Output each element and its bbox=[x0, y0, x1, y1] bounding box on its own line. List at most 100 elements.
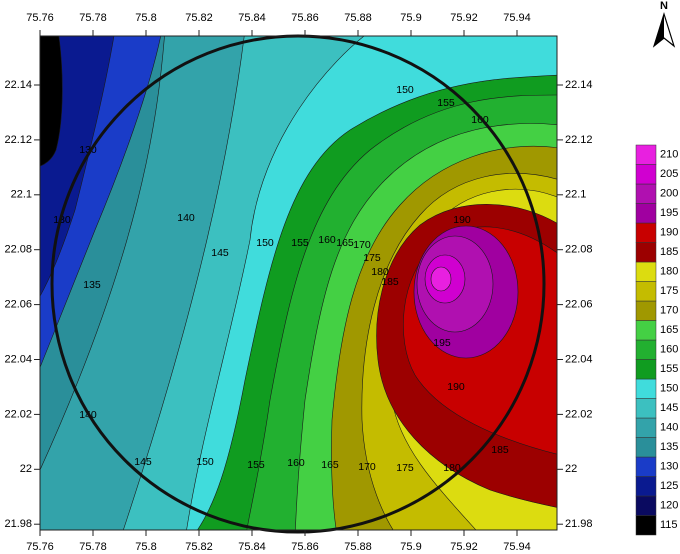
contour-label: 155 bbox=[247, 459, 265, 471]
x-tick-label: 75.78 bbox=[79, 12, 107, 24]
north-label: N bbox=[660, 0, 668, 12]
y-tick-label: 22.06 bbox=[565, 299, 593, 311]
legend-label: 205 bbox=[660, 168, 678, 180]
y-tick-label: 22.12 bbox=[565, 134, 593, 146]
legend-label: 125 bbox=[660, 480, 678, 492]
legend-swatch bbox=[635, 437, 657, 458]
north-arrow: N bbox=[652, 0, 676, 48]
y-tick-label: 22.02 bbox=[4, 408, 32, 420]
map-frame bbox=[39, 35, 558, 531]
y-tick-label: 22 bbox=[20, 463, 32, 475]
y-tick-label: 22.06 bbox=[4, 299, 32, 311]
contour-label: 160 bbox=[318, 234, 336, 246]
y-tick-label: 22.14 bbox=[4, 79, 32, 91]
y-tick-label: 22.1 bbox=[565, 189, 586, 201]
y-tick-label: 22.14 bbox=[565, 79, 593, 91]
legend-label: 160 bbox=[660, 344, 678, 356]
x-tick-label: 75.86 bbox=[291, 541, 319, 553]
legend-label: 195 bbox=[660, 207, 678, 219]
x-tick-label: 75.8 bbox=[135, 541, 156, 553]
y-tick-label: 22.02 bbox=[565, 408, 593, 420]
legend-label: 200 bbox=[660, 188, 678, 200]
contour-band bbox=[40, 36, 63, 167]
legend-label: 120 bbox=[660, 500, 678, 512]
x-tick-label: 75.94 bbox=[503, 12, 531, 24]
legend-swatch bbox=[635, 300, 657, 321]
contour-label: 180 bbox=[371, 266, 389, 278]
x-tick-label: 75.8 bbox=[135, 12, 156, 24]
legend-swatch bbox=[635, 378, 657, 399]
x-tick-label: 75.84 bbox=[238, 541, 266, 553]
contour-label: 190 bbox=[447, 381, 465, 393]
legend-label: 180 bbox=[660, 266, 678, 278]
legend-swatch bbox=[635, 456, 657, 477]
x-tick-label: 75.92 bbox=[450, 12, 478, 24]
legend-label: 145 bbox=[660, 402, 678, 414]
y-tick-label: 22.1 bbox=[11, 189, 32, 201]
legend-swatch bbox=[635, 320, 657, 341]
x-tick-label: 75.92 bbox=[450, 541, 478, 553]
contour-labels: 150 155 160 140 145 150 155 160 165 170 … bbox=[53, 84, 509, 474]
legend-label: 150 bbox=[660, 383, 678, 395]
x-tick-label: 75.94 bbox=[503, 541, 531, 553]
y-tick-label: 21.98 bbox=[4, 518, 32, 530]
north-arrow-half bbox=[654, 14, 664, 46]
x-tick-label: 75.9 bbox=[400, 12, 421, 24]
contour-label: 175 bbox=[396, 462, 414, 474]
contour-label: 170 bbox=[358, 461, 376, 473]
x-tick-label: 75.9 bbox=[400, 541, 421, 553]
contour-label: 165 bbox=[321, 459, 339, 471]
contour-label: 145 bbox=[134, 456, 152, 468]
legend-label: 155 bbox=[660, 363, 678, 375]
legend-label: 115 bbox=[660, 519, 678, 531]
contour-label: 140 bbox=[177, 212, 195, 224]
x-tick-label: 75.88 bbox=[344, 541, 372, 553]
contour-label: 150 bbox=[396, 84, 414, 96]
legend-swatch bbox=[635, 144, 657, 165]
legend-swatch bbox=[635, 281, 657, 302]
legend-swatch bbox=[635, 417, 657, 438]
legend-label: 135 bbox=[660, 441, 678, 453]
legend-swatch bbox=[635, 183, 657, 204]
x-tick-label: 75.82 bbox=[185, 541, 213, 553]
y-tick-label: 22 bbox=[565, 463, 577, 475]
x-tick-label: 75.82 bbox=[185, 12, 213, 24]
legend-swatch bbox=[635, 359, 657, 380]
y-tick-label: 22.08 bbox=[4, 244, 32, 256]
contour-fill bbox=[40, 36, 557, 530]
x-tick-label: 75.88 bbox=[344, 12, 372, 24]
contour-band bbox=[430, 266, 452, 292]
legend-label: 170 bbox=[660, 305, 678, 317]
contour-label: 150 bbox=[256, 237, 274, 249]
y-tick-label: 21.98 bbox=[565, 518, 593, 530]
contour-label: 195 bbox=[433, 337, 451, 349]
contour-label: 155 bbox=[437, 97, 455, 109]
legend-swatch bbox=[635, 203, 657, 224]
x-tick-label: 75.76 bbox=[26, 541, 54, 553]
x-tick-label: 75.86 bbox=[291, 12, 319, 24]
legend-label: 140 bbox=[660, 422, 678, 434]
contour-label: 130 bbox=[53, 214, 71, 226]
legend-swatch bbox=[635, 222, 657, 243]
contour-label: 175 bbox=[363, 252, 381, 264]
contour-label: 155 bbox=[291, 237, 309, 249]
legend-swatch bbox=[635, 495, 657, 516]
y-tick-label: 22.04 bbox=[565, 353, 593, 365]
legend-label: 130 bbox=[660, 461, 678, 473]
legend-label: 175 bbox=[660, 285, 678, 297]
legend-label: 190 bbox=[660, 227, 678, 239]
legend-label: 210 bbox=[660, 149, 678, 161]
y-tick-label: 22.12 bbox=[4, 134, 32, 146]
x-tick-label: 75.78 bbox=[79, 541, 107, 553]
contour-label: 190 bbox=[453, 214, 471, 226]
legend-swatch bbox=[635, 398, 657, 419]
contour-label: 185 bbox=[381, 276, 399, 288]
legend-swatch bbox=[635, 515, 657, 536]
legend-swatch bbox=[635, 242, 657, 263]
contour-label: 135 bbox=[83, 279, 101, 291]
contour-label: 165 bbox=[336, 237, 354, 249]
legend-swatch bbox=[635, 476, 657, 497]
contour-label: 170 bbox=[353, 239, 371, 251]
legend-label: 165 bbox=[660, 324, 678, 336]
